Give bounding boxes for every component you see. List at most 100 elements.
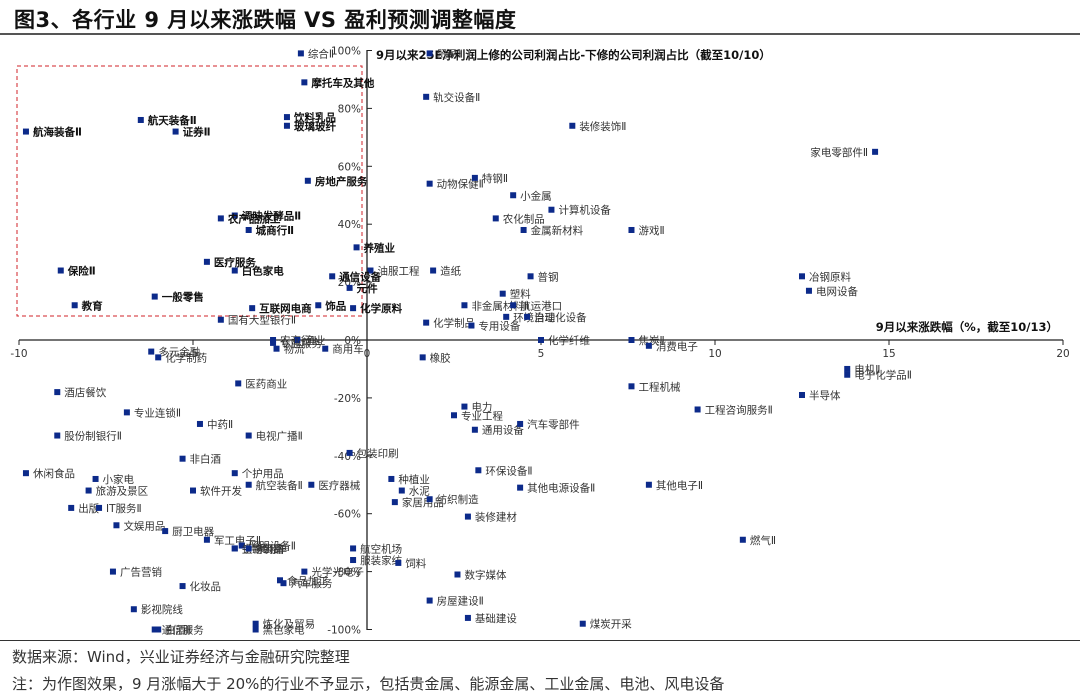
data-point: 焦炭Ⅱ — [628, 334, 665, 347]
point-label: 煤炭开采 — [590, 618, 632, 631]
point-label: 汽车零部件 — [527, 418, 580, 431]
data-point: 饮料乳品 — [283, 111, 336, 124]
point-label: 食品加工 — [287, 574, 329, 587]
point-label: 军工电子Ⅱ — [214, 534, 261, 547]
point-label: 摩托车及其他 — [311, 76, 374, 89]
square-marker-icon — [419, 354, 426, 361]
point-label: 纺织制造 — [437, 493, 479, 506]
point-label: 自动化设备 — [534, 311, 587, 324]
square-marker-icon — [231, 470, 238, 477]
point-label: 数字媒体 — [464, 568, 506, 581]
point-label: 广告营销 — [120, 566, 162, 579]
square-marker-icon — [353, 244, 360, 251]
data-point: 其他电源设备Ⅱ — [517, 482, 595, 495]
point-label: 消费电子 — [656, 340, 698, 353]
point-label: 造纸 — [440, 265, 461, 278]
point-label: IT服务Ⅱ — [106, 502, 142, 515]
data-point: 航空装备Ⅱ — [245, 479, 303, 492]
data-point: 休闲食品 — [22, 467, 75, 480]
point-label: 出版 — [78, 502, 99, 515]
square-marker-icon — [179, 455, 186, 462]
point-label: 多元金融 — [158, 346, 200, 359]
square-marker-icon — [22, 128, 29, 135]
square-marker-icon — [54, 432, 61, 439]
point-label: 通信服务 — [162, 624, 204, 637]
square-marker-icon — [277, 577, 283, 584]
figure-title: 图3、各行业 9 月以来涨跌幅 VS 盈利预测调整幅度 — [14, 8, 517, 32]
data-point: 装修建材 — [464, 511, 517, 524]
data-point: 小家电 — [92, 473, 135, 486]
square-marker-icon — [426, 50, 433, 57]
point-label: 国有大型银行Ⅱ — [228, 314, 296, 327]
point-label: 电视广播Ⅱ — [256, 430, 303, 443]
data-point: 动物保健Ⅱ — [426, 178, 484, 191]
point-label: 物流 — [284, 343, 305, 356]
square-marker-icon — [283, 122, 290, 129]
point-label: 生物制品 — [242, 542, 284, 555]
square-marker-icon — [315, 302, 322, 309]
data-point: 煤炭开采 — [579, 618, 632, 631]
square-marker-icon — [423, 319, 430, 326]
data-point: 农产品加工 — [217, 212, 281, 225]
point-label: 家居用品 — [402, 496, 444, 509]
point-label: 光学光电子 — [311, 566, 364, 579]
square-marker-icon — [517, 484, 524, 491]
point-label: 综合Ⅱ — [308, 47, 334, 60]
square-marker-icon — [231, 212, 238, 219]
data-point: 轨交设备Ⅱ — [423, 91, 480, 104]
point-label: 普钢 — [538, 270, 559, 283]
square-marker-icon — [454, 571, 461, 578]
data-point: 通信服务 — [151, 624, 204, 637]
point-label: 特钢Ⅱ — [482, 172, 508, 185]
square-marker-icon — [520, 226, 527, 233]
data-point: 电力 — [461, 401, 492, 414]
square-marker-icon — [628, 226, 635, 233]
point-label: 半导体 — [809, 389, 841, 402]
point-label: 股份制银行Ⅱ — [64, 430, 122, 443]
x-tick-label: 5 — [538, 348, 545, 360]
data-point: 贸易Ⅱ — [426, 48, 463, 60]
square-marker-icon — [308, 481, 315, 488]
square-marker-icon — [579, 620, 586, 627]
square-marker-icon — [510, 192, 517, 199]
point-label: 电网设备 — [816, 285, 858, 298]
data-point: 教育 — [71, 299, 103, 312]
x-tick-label: 0 — [364, 348, 371, 360]
point-label: 小金属 — [520, 189, 552, 202]
square-marker-icon — [569, 122, 576, 129]
square-marker-icon — [217, 215, 224, 222]
point-label: 证券Ⅱ — [183, 126, 211, 139]
data-point: 白酒Ⅱ — [155, 624, 191, 637]
point-label: 焦炭Ⅱ — [638, 334, 664, 347]
data-point: 个护用品 — [231, 467, 284, 480]
square-marker-icon — [499, 290, 506, 297]
data-point: 食品加工 — [277, 574, 329, 587]
data-point: 航空机场 — [350, 542, 402, 555]
point-label: 轨交设备Ⅱ — [433, 91, 480, 104]
point-label: 游戏Ⅱ — [638, 224, 664, 237]
square-marker-icon — [471, 426, 478, 433]
square-marker-icon — [130, 606, 137, 613]
y-tick-label: -60% — [334, 509, 361, 521]
data-point: 证券Ⅱ — [172, 126, 211, 139]
point-label: 养殖业 — [363, 241, 396, 254]
data-point: 照明设备Ⅱ — [238, 540, 296, 553]
data-point: 养殖业 — [353, 241, 396, 254]
point-label: 白酒Ⅱ — [165, 624, 191, 637]
data-point: 国有大型银行Ⅱ — [217, 314, 296, 327]
point-label: 农产品加工 — [227, 212, 281, 225]
point-label: 休闲食品 — [33, 467, 75, 480]
point-label: 饲料 — [405, 557, 426, 570]
data-point: 化学制药 — [155, 351, 207, 364]
data-point: 酒店餐饮 — [54, 386, 107, 399]
point-label: 文娱用品 — [123, 519, 165, 532]
square-marker-icon — [510, 302, 517, 309]
data-point: 造纸 — [430, 265, 462, 278]
square-marker-icon — [301, 79, 308, 86]
square-marker-icon — [57, 267, 64, 274]
point-label: 汽车服务 — [290, 577, 332, 590]
data-point: 渔业 — [294, 335, 325, 347]
square-marker-icon — [304, 177, 311, 184]
square-marker-icon — [628, 383, 635, 390]
data-point: 化妆品 — [179, 580, 221, 593]
